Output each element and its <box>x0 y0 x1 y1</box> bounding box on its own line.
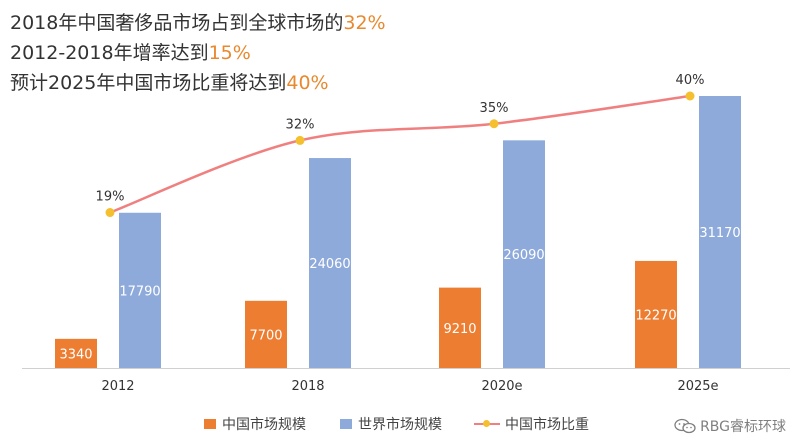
x-tick-2020e: 2020e <box>481 379 522 394</box>
bar-label-world-2020e: 26090 <box>503 248 544 263</box>
headline-line-3: 预计2025年中国市场比重将达到40% <box>10 72 329 94</box>
bar-china-2018 <box>245 300 287 368</box>
point-label-share-2025e: 40% <box>676 73 705 88</box>
headline-highlight-2: 15% <box>208 42 251 64</box>
series-line-share <box>109 94 691 214</box>
bar-label-world-2012: 17790 <box>119 284 160 299</box>
point-label-share-2020e: 35% <box>480 101 509 116</box>
bar-china-2025e <box>635 260 677 368</box>
chart-plot: 3340 17790 2012 7700 24060 2018 9210 26090 2020e… <box>22 73 790 394</box>
headline-highlight-3: 40% <box>286 72 329 94</box>
point-share-2012 <box>105 208 115 218</box>
legend-swatch-china <box>204 419 216 429</box>
bar-label-china-2025e: 12270 <box>635 308 676 323</box>
point-share-2025e <box>685 91 695 101</box>
bar-label-world-2025e: 31170 <box>699 226 740 241</box>
bar-label-china-2018: 7700 <box>249 328 282 343</box>
legend-item-china: 中国市场规模 <box>204 414 306 434</box>
bar-world-2025e <box>699 96 741 368</box>
legend-swatch-share <box>474 419 500 429</box>
legend-item-share: 中国市场比重 <box>474 414 589 434</box>
watermark: RBG睿标环球 <box>674 416 786 436</box>
x-tick-2025e: 2025e <box>677 379 718 394</box>
headline-highlight-1: 32% <box>343 12 386 34</box>
bar-world-2012 <box>119 212 161 368</box>
legend-item-world: 世界市场规模 <box>340 414 442 434</box>
bar-label-china-2012: 3340 <box>59 347 92 362</box>
legend-swatch-world <box>340 419 352 429</box>
point-label-share-2012: 19% <box>96 190 125 205</box>
point-share-2020e <box>489 119 499 129</box>
wechat-icon <box>674 418 696 434</box>
x-tick-2018: 2018 <box>291 379 324 394</box>
bar-china-2012 <box>55 338 97 368</box>
bar-china-2020e <box>439 287 481 368</box>
headline-line-1: 2018年中国奢侈品市场占到全球市场的32% <box>10 12 386 34</box>
bar-label-china-2020e: 9210 <box>443 322 476 337</box>
headline-line-2: 2012-2018年增率达到15% <box>10 42 251 64</box>
bar-label-world-2018: 24060 <box>309 257 350 272</box>
point-label-share-2018: 32% <box>286 117 315 132</box>
chart-legend: 中国市场规模 世界市场规模 中国市场比重 <box>0 408 800 438</box>
bar-world-2018 <box>309 158 351 368</box>
bar-world-2020e <box>503 140 545 368</box>
point-share-2018 <box>295 135 305 145</box>
x-tick-2012: 2012 <box>101 379 134 394</box>
